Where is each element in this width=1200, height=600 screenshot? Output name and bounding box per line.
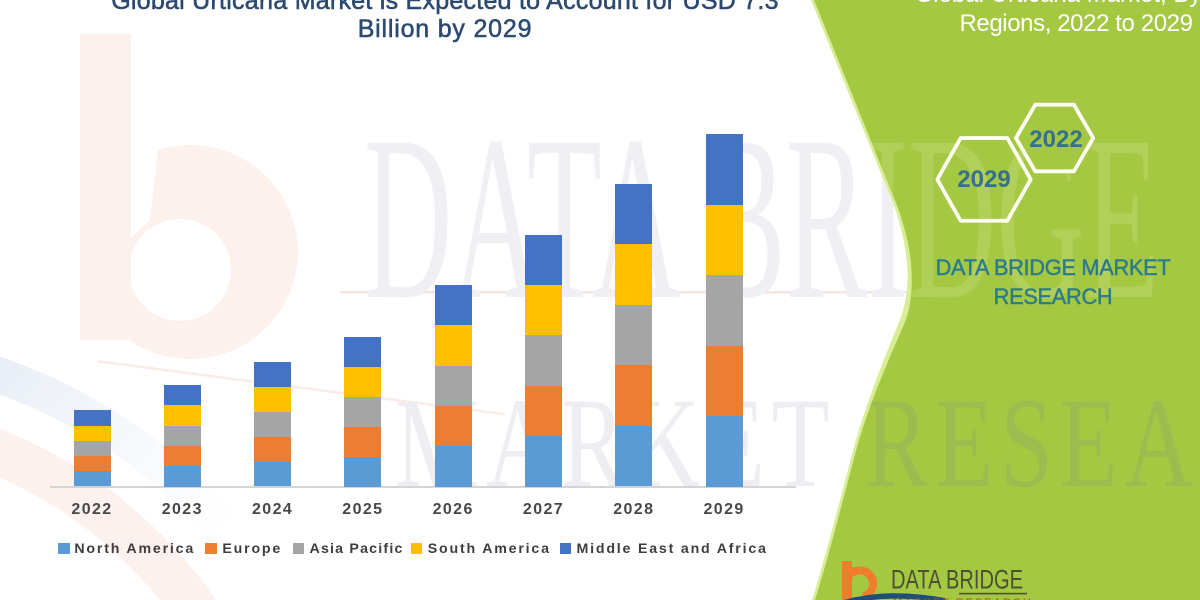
svg-text:DATA BRIDGE: DATA BRIDGE bbox=[891, 564, 1023, 594]
svg-text:MARKET RESEARCH: MARKET RESEARCH bbox=[395, 372, 1200, 514]
svg-text:MARKET RESEARCH: MARKET RESEARCH bbox=[893, 597, 1033, 600]
